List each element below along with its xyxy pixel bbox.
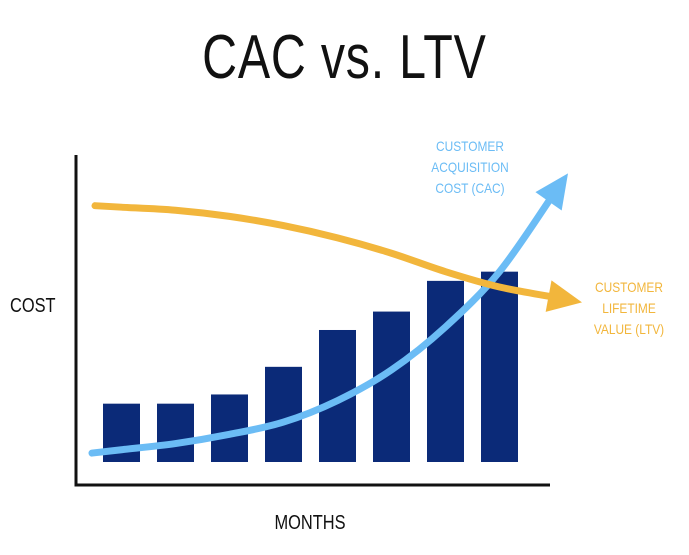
chart-title: CAC vs. LTV <box>202 23 487 92</box>
bars-group <box>103 271 518 462</box>
x-axis-label: MONTHS <box>274 512 346 534</box>
ltv-line <box>91 202 560 302</box>
bar-7 <box>427 280 464 462</box>
bar-3 <box>211 394 248 462</box>
bar-8 <box>481 271 518 462</box>
cac-line <box>88 191 557 457</box>
axes-group <box>74 155 550 487</box>
cac-annotation: CUSTOMER ACQUISITION COST (CAC) <box>431 138 509 196</box>
lines-group <box>88 173 582 457</box>
y-axis-label: COST <box>10 295 56 317</box>
ltv-annotation: CUSTOMER LIFETIME VALUE (LTV) <box>593 279 665 337</box>
bar-6 <box>373 311 410 462</box>
cac-arrowhead <box>535 173 568 211</box>
bar-2 <box>157 403 194 462</box>
ltv-arrowhead <box>545 280 582 312</box>
